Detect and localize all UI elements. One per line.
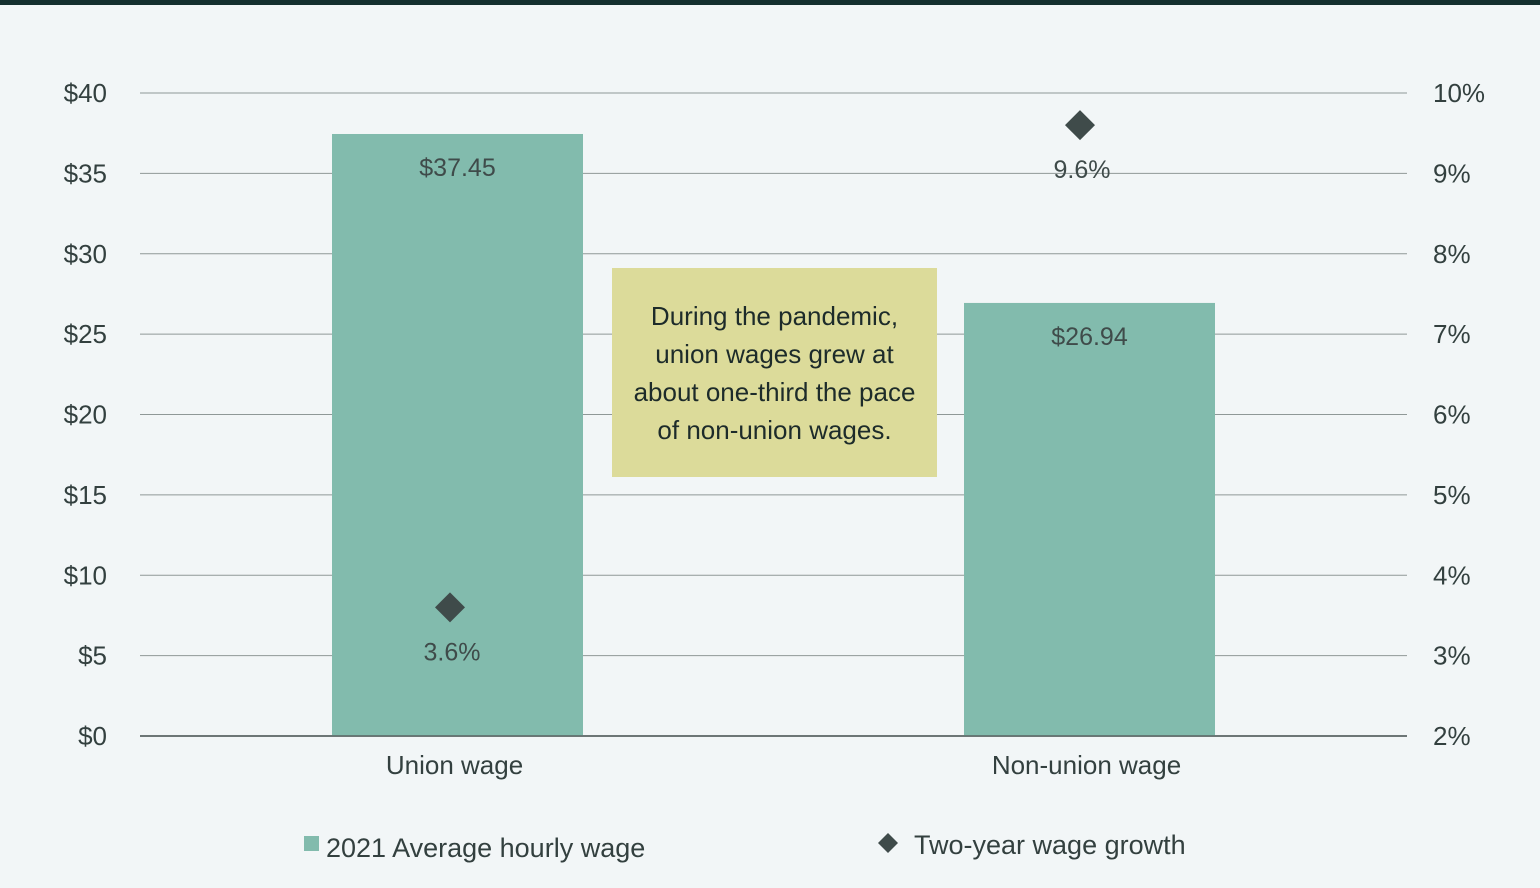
y-right-tick-label: 2% [1433, 721, 1471, 751]
top-rule [0, 0, 1540, 5]
y-left-tick-label: $10 [64, 560, 107, 590]
legend-swatch-bar [304, 836, 319, 851]
y-left-tick-label: $30 [64, 239, 107, 269]
x-tick-label: Union wage [386, 750, 523, 780]
growth-data-label: 9.6% [1054, 156, 1111, 184]
growth-data-label: 3.6% [424, 638, 481, 666]
x-tick-label: Non-union wage [992, 750, 1181, 780]
y-left-tick-label: $40 [64, 78, 107, 108]
y-right-tick-label: 8% [1433, 239, 1471, 269]
y-left-tick-label: $35 [64, 158, 107, 188]
y-right-tick-label: 9% [1433, 158, 1471, 188]
growth-marker [1065, 110, 1095, 141]
y-left-tick-label: $5 [78, 641, 107, 671]
bar [332, 133, 583, 736]
y-left-tick-label: $15 [64, 480, 107, 510]
y-right-tick-label: 10% [1433, 78, 1485, 108]
y-right-tick-label: 6% [1433, 400, 1471, 430]
legend-label: 2021 Average hourly wage [326, 833, 645, 863]
legend-label: Two-year wage growth [914, 830, 1186, 860]
bar [964, 302, 1215, 736]
y-right-tick-label: 4% [1433, 560, 1471, 590]
y-left-tick-label: $20 [64, 400, 107, 430]
bar-data-label: $26.94 [1051, 323, 1128, 351]
growth-marker [435, 592, 465, 623]
y-right-tick-label: 5% [1433, 480, 1471, 510]
annotation-box: During the pandemic, union wages grew at… [612, 268, 937, 477]
y-left-tick-label: $25 [64, 319, 107, 349]
y-right-tick-label: 7% [1433, 319, 1471, 349]
y-right-tick-label: 3% [1433, 641, 1471, 671]
legend-diamond-icon [878, 833, 898, 853]
y-left-tick-label: $0 [78, 721, 107, 751]
bar-data-label: $37.45 [419, 154, 495, 182]
